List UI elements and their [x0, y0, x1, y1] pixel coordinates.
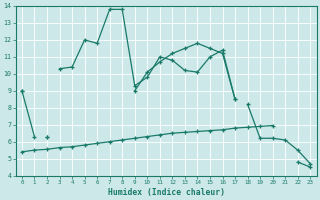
X-axis label: Humidex (Indice chaleur): Humidex (Indice chaleur) — [108, 188, 225, 197]
